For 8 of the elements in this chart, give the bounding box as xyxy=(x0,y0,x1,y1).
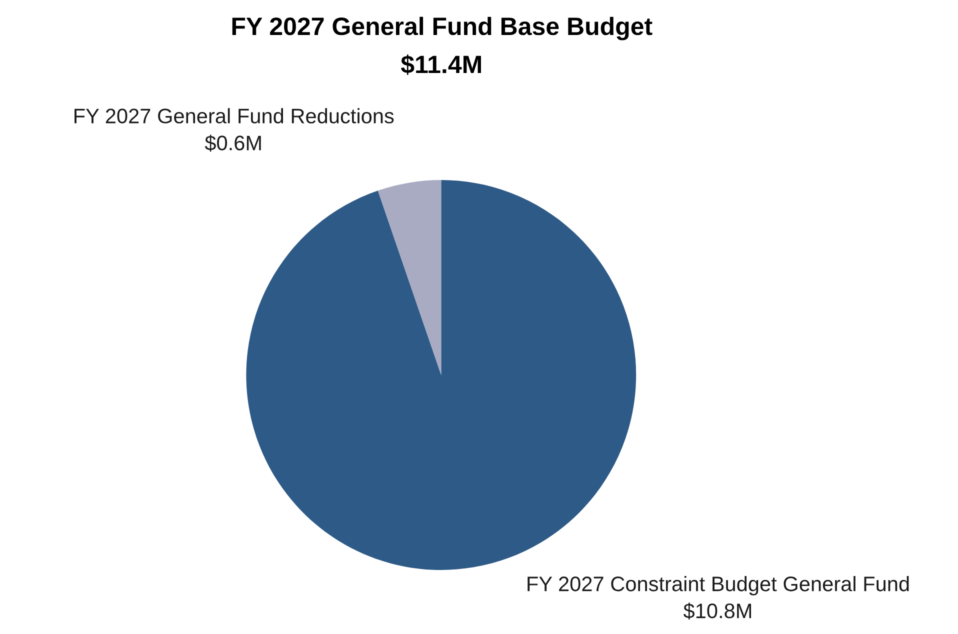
pie-slice xyxy=(378,180,442,376)
data-label: $10.8M xyxy=(683,602,752,620)
chart-subtitle: $11.4M xyxy=(400,54,481,75)
chart-title: FY 2027 General Fund Base Budget xyxy=(232,16,652,40)
slice-label: FY 2027 General Fund Reductions xyxy=(74,108,394,124)
pie-slice xyxy=(246,180,636,570)
data-label: $0.6M xyxy=(204,134,261,152)
slice-label: FY 2027 Constraint Budget General Fund xyxy=(528,576,909,596)
